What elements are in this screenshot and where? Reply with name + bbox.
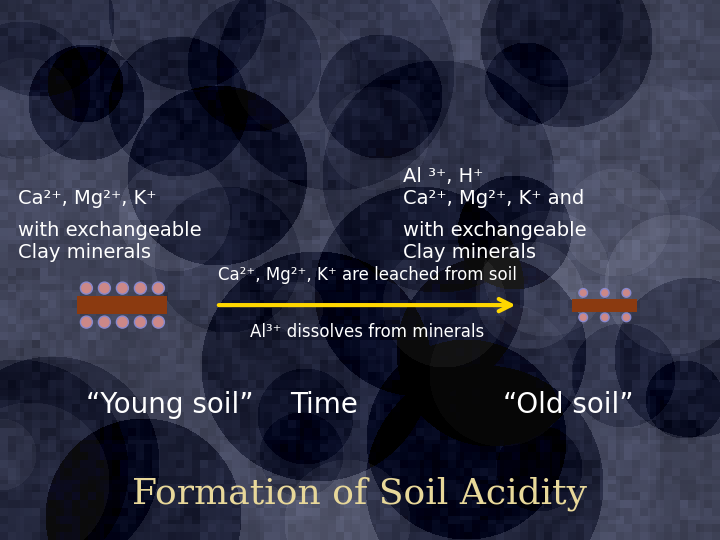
Text: Al³⁺ dissolves from minerals: Al³⁺ dissolves from minerals	[250, 323, 485, 341]
Circle shape	[117, 282, 128, 294]
Text: Ca²⁺, Mg²⁺, K⁺: Ca²⁺, Mg²⁺, K⁺	[18, 189, 156, 208]
Text: “Young soil”: “Young soil”	[86, 391, 254, 419]
Text: Formation of Soil Acidity: Formation of Soil Acidity	[132, 477, 588, 511]
Circle shape	[135, 282, 146, 294]
Circle shape	[579, 288, 588, 297]
Circle shape	[622, 313, 631, 322]
Text: with exchangeable: with exchangeable	[18, 221, 202, 240]
Bar	[572, 299, 637, 312]
Circle shape	[153, 316, 164, 328]
Text: Clay minerals: Clay minerals	[403, 243, 536, 262]
Bar	[78, 296, 167, 314]
Circle shape	[117, 316, 128, 328]
Circle shape	[622, 288, 631, 297]
Text: “Old soil”: “Old soil”	[503, 391, 634, 419]
Circle shape	[99, 282, 110, 294]
Text: Time: Time	[290, 391, 358, 419]
Circle shape	[600, 288, 609, 297]
Text: Ca²⁺, Mg²⁺, K⁺ and: Ca²⁺, Mg²⁺, K⁺ and	[403, 189, 585, 208]
Circle shape	[153, 282, 164, 294]
Text: Al ³⁺, H⁺: Al ³⁺, H⁺	[403, 167, 484, 186]
Circle shape	[81, 282, 92, 294]
Circle shape	[600, 313, 609, 322]
Circle shape	[99, 316, 110, 328]
Circle shape	[81, 316, 92, 328]
Text: Clay minerals: Clay minerals	[18, 243, 151, 262]
Text: Ca²⁺, Mg²⁺, K⁺ are leached from soil: Ca²⁺, Mg²⁺, K⁺ are leached from soil	[217, 266, 517, 285]
Circle shape	[579, 313, 588, 322]
Circle shape	[135, 316, 146, 328]
FancyArrowPatch shape	[219, 299, 511, 311]
Text: with exchangeable: with exchangeable	[403, 221, 587, 240]
